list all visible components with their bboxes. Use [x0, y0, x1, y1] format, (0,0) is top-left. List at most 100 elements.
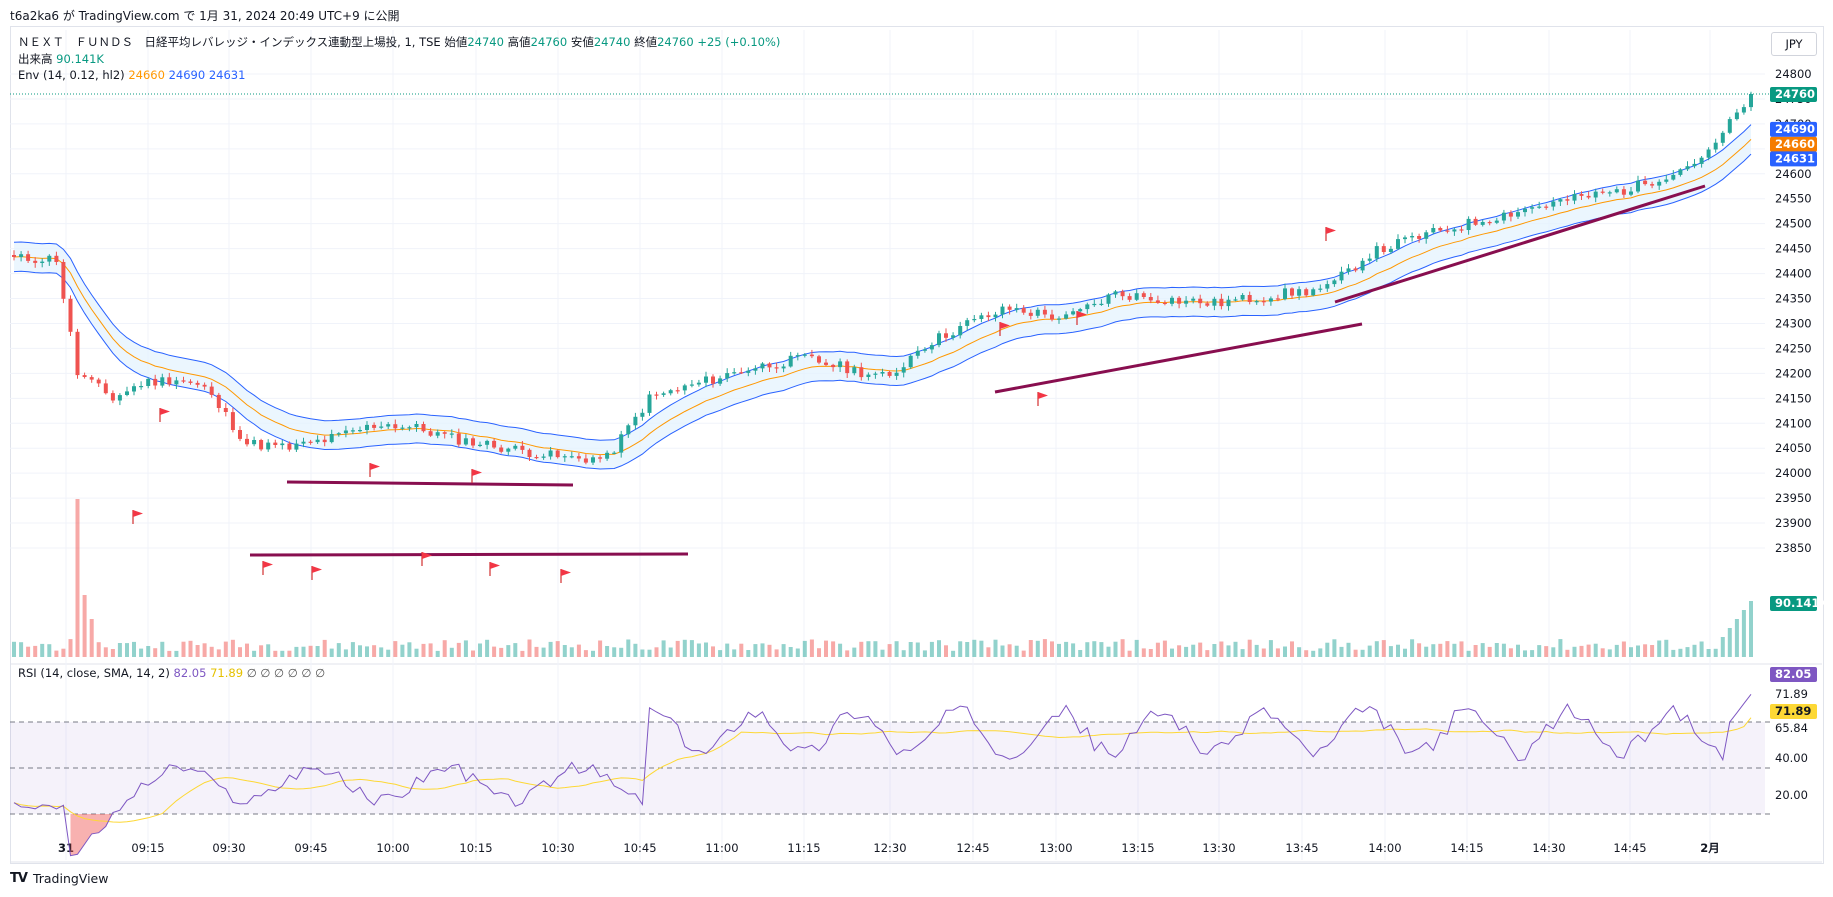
candle-body[interactable]	[675, 390, 680, 392]
candle-body[interactable]	[965, 320, 970, 326]
symbol-legend[interactable]: ＮＥＸＴ ＦＵＮＤＳ 日経平均レバレッジ・インデックス連動型上場投, 1, TS…	[18, 34, 780, 50]
candle-body[interactable]	[1629, 191, 1633, 195]
candle-body[interactable]	[760, 363, 765, 369]
candle-body[interactable]	[541, 456, 546, 458]
candle-body[interactable]	[1113, 291, 1118, 295]
candle-body[interactable]	[259, 440, 264, 450]
candle-body[interactable]	[802, 354, 807, 356]
candle-body[interactable]	[223, 408, 228, 412]
candle-body[interactable]	[125, 391, 129, 395]
candle-body[interactable]	[795, 355, 800, 357]
candle-body[interactable]	[725, 373, 730, 379]
candle-body[interactable]	[1678, 169, 1683, 175]
candle-body[interactable]	[1007, 306, 1012, 310]
candle-body[interactable]	[1445, 230, 1450, 232]
candle-body[interactable]	[1014, 308, 1019, 310]
candle-body[interactable]	[1233, 299, 1238, 301]
candle-body[interactable]	[1099, 303, 1104, 305]
candle-body[interactable]	[1254, 301, 1259, 303]
candle-body[interactable]	[1734, 112, 1739, 120]
candle-body[interactable]	[555, 450, 560, 458]
candle-body[interactable]	[520, 445, 525, 450]
candle-body[interactable]	[238, 430, 242, 439]
candle-body[interactable]	[110, 393, 115, 401]
candle-body[interactable]	[421, 424, 426, 432]
candle-body[interactable]	[456, 433, 461, 445]
candle-body[interactable]	[1170, 297, 1174, 304]
candle-body[interactable]	[329, 434, 334, 443]
candle-body[interactable]	[845, 361, 850, 374]
candle-body[interactable]	[993, 314, 998, 318]
candle-body[interactable]	[1148, 297, 1153, 301]
candle-body[interactable]	[626, 425, 631, 435]
candle-body[interactable]	[1325, 284, 1330, 289]
candle-body[interactable]	[838, 361, 843, 368]
candle-body[interactable]	[944, 333, 948, 338]
candle-body[interactable]	[1078, 309, 1083, 312]
candle-body[interactable]	[61, 262, 66, 299]
candle-body[interactable]	[704, 376, 708, 383]
candle-body[interactable]	[633, 416, 638, 426]
candle-body[interactable]	[569, 456, 574, 458]
candle-body[interactable]	[506, 448, 511, 452]
candle-body[interactable]	[365, 424, 369, 430]
candle-body[interactable]	[1092, 303, 1097, 306]
trend-line-drawing[interactable]	[249, 552, 689, 557]
candle-body[interactable]	[880, 372, 885, 374]
candle-body[interactable]	[958, 326, 963, 336]
candle-body[interactable]	[689, 384, 694, 386]
candle-body[interactable]	[696, 382, 701, 385]
candle-body[interactable]	[894, 372, 899, 376]
candle-body[interactable]	[1487, 222, 1492, 224]
candle-body[interactable]	[117, 395, 122, 401]
candle-body[interactable]	[1085, 304, 1090, 310]
candle-body[interactable]	[26, 254, 31, 261]
candle-body[interactable]	[1480, 222, 1485, 225]
flag-icon[interactable]	[472, 469, 482, 476]
candle-body[interactable]	[1650, 184, 1655, 186]
candle-body[interactable]	[485, 440, 490, 445]
candle-body[interactable]	[82, 375, 87, 377]
candle-body[interactable]	[1699, 157, 1704, 164]
candle-body[interactable]	[1184, 300, 1189, 304]
candle-body[interactable]	[986, 315, 991, 318]
candle-body[interactable]	[478, 444, 482, 446]
candle-body[interactable]	[873, 373, 878, 375]
candle-body[interactable]	[1516, 212, 1520, 217]
flag-icon[interactable]	[1326, 227, 1336, 234]
candle-body[interactable]	[654, 394, 659, 396]
candle-body[interactable]	[230, 412, 235, 430]
candle-body[interactable]	[1438, 228, 1443, 231]
candle-body[interactable]	[739, 372, 744, 374]
candle-body[interactable]	[619, 434, 624, 453]
candle-body[interactable]	[859, 367, 864, 378]
candle-body[interactable]	[471, 438, 475, 446]
candle-body[interactable]	[1643, 180, 1648, 185]
candle-body[interactable]	[315, 439, 320, 443]
candle-body[interactable]	[245, 438, 249, 445]
candle-body[interactable]	[428, 431, 433, 436]
flag-icon[interactable]	[1038, 392, 1048, 399]
candle-body[interactable]	[1636, 180, 1640, 192]
rsi-legend[interactable]: RSI (14, close, SMA, 14, 2) 82.05 71.89 …	[18, 666, 325, 680]
chart-frame[interactable]	[10, 26, 1824, 864]
candle-body[interactable]	[1523, 208, 1527, 213]
candle-body[interactable]	[718, 378, 723, 384]
candle-body[interactable]	[209, 386, 214, 395]
candle-body[interactable]	[1741, 107, 1746, 113]
candle-body[interactable]	[1353, 268, 1358, 271]
candle-body[interactable]	[499, 447, 504, 452]
candle-body[interactable]	[527, 449, 532, 457]
candle-body[interactable]	[640, 412, 645, 417]
candle-body[interactable]	[1177, 297, 1182, 304]
flag-icon[interactable]	[561, 569, 571, 576]
candle-body[interactable]	[1388, 248, 1393, 252]
candle-body[interactable]	[167, 377, 172, 385]
candle-body[interactable]	[1071, 311, 1076, 315]
candle-body[interactable]	[1064, 314, 1069, 319]
candle-body[interactable]	[1332, 280, 1337, 285]
candle-body[interactable]	[103, 383, 108, 394]
candle-body[interactable]	[1572, 194, 1577, 201]
candle-body[interactable]	[393, 424, 398, 429]
candle-body[interactable]	[583, 458, 588, 463]
